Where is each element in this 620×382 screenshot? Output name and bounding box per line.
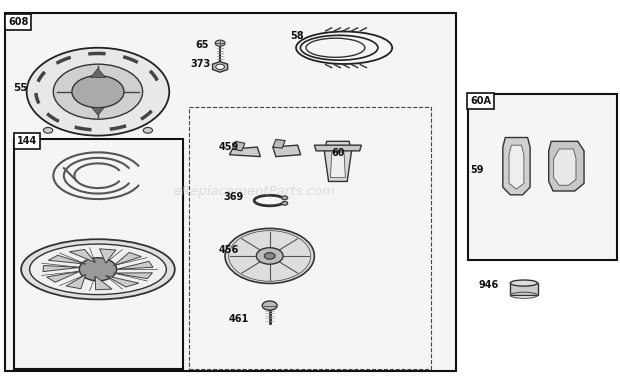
Text: 946: 946 — [479, 280, 499, 290]
Text: 461: 461 — [228, 314, 249, 324]
Circle shape — [264, 253, 275, 259]
Text: 459: 459 — [219, 142, 239, 152]
Bar — [14, 139, 183, 369]
Polygon shape — [314, 145, 361, 151]
Text: 60A: 60A — [470, 96, 491, 106]
Polygon shape — [213, 62, 228, 72]
Polygon shape — [273, 145, 301, 157]
Text: 144: 144 — [17, 136, 37, 146]
Polygon shape — [91, 68, 105, 78]
Polygon shape — [549, 141, 584, 191]
Polygon shape — [43, 265, 80, 272]
Text: 60: 60 — [332, 148, 345, 158]
Polygon shape — [46, 271, 80, 282]
Polygon shape — [229, 147, 260, 157]
Circle shape — [216, 64, 224, 70]
Polygon shape — [66, 275, 86, 289]
Text: 59: 59 — [470, 165, 484, 175]
Circle shape — [27, 48, 169, 136]
Bar — [510, 283, 538, 295]
Ellipse shape — [510, 280, 538, 286]
Circle shape — [262, 301, 277, 310]
Circle shape — [281, 201, 288, 205]
Circle shape — [281, 196, 288, 200]
Text: 58: 58 — [290, 31, 304, 41]
Circle shape — [256, 248, 283, 264]
Text: 456: 456 — [218, 245, 239, 255]
Circle shape — [79, 258, 117, 281]
Text: eReplacementParts.com: eReplacementParts.com — [173, 185, 335, 197]
Bar — [189, 107, 431, 369]
Polygon shape — [232, 141, 245, 151]
Polygon shape — [117, 261, 153, 269]
Text: 373: 373 — [190, 59, 211, 69]
Text: 369: 369 — [223, 192, 244, 202]
Polygon shape — [92, 108, 104, 115]
Text: 608: 608 — [8, 17, 29, 27]
Circle shape — [43, 128, 53, 133]
Circle shape — [53, 64, 143, 119]
Circle shape — [72, 76, 124, 108]
Ellipse shape — [30, 244, 166, 295]
Polygon shape — [554, 149, 576, 185]
Circle shape — [215, 40, 225, 46]
Polygon shape — [503, 138, 530, 195]
Polygon shape — [273, 139, 285, 148]
Ellipse shape — [21, 239, 175, 299]
Bar — [468, 94, 617, 260]
Polygon shape — [106, 276, 139, 287]
Circle shape — [225, 228, 314, 283]
Polygon shape — [324, 141, 352, 181]
Polygon shape — [113, 273, 153, 278]
Bar — [5, 13, 456, 371]
Polygon shape — [95, 276, 112, 290]
Polygon shape — [113, 253, 141, 265]
Polygon shape — [330, 153, 345, 178]
Polygon shape — [100, 249, 116, 263]
Circle shape — [143, 128, 153, 133]
Polygon shape — [509, 145, 524, 189]
Text: 55: 55 — [14, 83, 28, 93]
Text: 65: 65 — [195, 40, 209, 50]
Polygon shape — [69, 249, 95, 262]
Polygon shape — [48, 255, 86, 264]
